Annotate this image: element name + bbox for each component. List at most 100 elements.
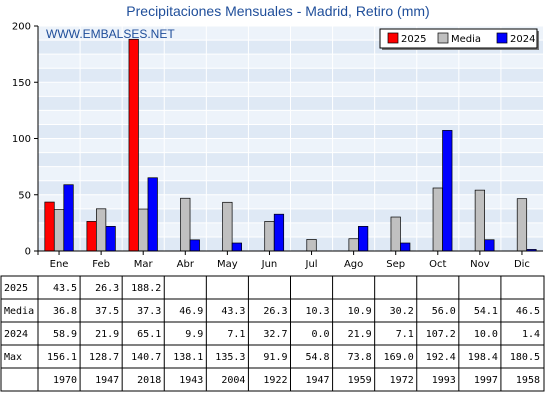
table-cell: 1947 [95, 375, 119, 386]
table-cell: 10.0 [474, 329, 498, 340]
table-cell: 169.0 [384, 352, 414, 363]
bar-2024-may [231, 242, 242, 252]
table-cell: 54.8 [305, 352, 329, 363]
table-cell: 1993 [432, 375, 456, 386]
table-cell: 10.3 [305, 306, 329, 317]
table-cell: 73.8 [348, 352, 372, 363]
bar-media-jul [306, 239, 317, 252]
table-cell: 1972 [390, 375, 414, 386]
legend-swatch-media [437, 32, 449, 44]
legend-label-2025: 2025 [401, 34, 426, 45]
x-tick-label: Sep [386, 259, 405, 270]
table-cell: 2004 [221, 375, 245, 386]
table-cell: 1922 [263, 375, 287, 386]
table-cell: 7.1 [227, 329, 245, 340]
legend-label-2024: 2024 [510, 34, 535, 45]
bar-media-mar [138, 208, 149, 252]
legend: 2025 Media 2024 [379, 28, 539, 50]
bar-media-feb [96, 208, 107, 252]
legend-swatch-2025 [387, 32, 399, 44]
x-tick-label: Dic [514, 259, 530, 270]
table-row-label: 2024 [4, 329, 28, 340]
bar-2024-feb [105, 226, 116, 252]
table-cell: 43.3 [221, 306, 245, 317]
table-cell: 30.2 [390, 306, 414, 317]
table-cell: 1970 [53, 375, 77, 386]
x-tick-label: Oct [429, 259, 446, 270]
table-cell: 26.3 [95, 283, 119, 294]
table-cell: 37.3 [137, 306, 161, 317]
x-tick-label: Jul [305, 259, 318, 270]
table-cell: 138.1 [173, 352, 203, 363]
table-cell: 140.7 [131, 352, 161, 363]
table-cell: 1947 [305, 375, 329, 386]
bar-media-nov [474, 189, 485, 252]
y-axis-ticks: 0 50 100 150 200 [12, 22, 38, 258]
table-cell: 65.1 [137, 329, 161, 340]
table-cell: 198.4 [468, 352, 498, 363]
bar-media-jun [264, 221, 275, 252]
table-cell: 46.5 [516, 306, 540, 317]
table-cell: 91.9 [263, 352, 287, 363]
y-tick-label: 100 [12, 134, 31, 145]
table-cell: 1.4 [522, 329, 540, 340]
legend-label-media: Media [451, 34, 481, 45]
y-tick-label: 50 [18, 190, 31, 201]
bar-2024-oct [442, 130, 453, 252]
table-cell: 21.9 [348, 329, 372, 340]
bar-2025-ene [44, 201, 55, 252]
bar-2024-abr [189, 239, 200, 252]
table-cell: 180.5 [510, 352, 540, 363]
bar-2024-ago [358, 226, 369, 252]
x-axis-ticks: Ene Feb Mar Abr May Jun Jul Ago Sep Oct Nov Dic [50, 251, 530, 270]
table-cell: 37.5 [95, 306, 119, 317]
bar-media-may [222, 201, 233, 252]
table-cell: 107.2 [426, 329, 456, 340]
table-cell: 26.3 [263, 306, 287, 317]
table-border [0, 275, 545, 392]
table-cell: 36.8 [53, 306, 77, 317]
x-tick-label: Ago [344, 259, 363, 270]
table-cell: 192.4 [426, 352, 456, 363]
table-cell: 54.1 [474, 306, 498, 317]
table-cell: 2018 [137, 375, 161, 386]
bar-2024-ene [63, 184, 74, 252]
x-tick-label: May [217, 259, 238, 270]
table-row-label: Max [4, 352, 22, 363]
x-tick-label: Feb [92, 259, 110, 270]
table-cell: 9.9 [185, 329, 203, 340]
x-tick-label: Mar [134, 259, 154, 270]
table-cell: 56.0 [432, 306, 456, 317]
table-cell: 128.7 [89, 352, 119, 363]
table-cell: 0.0 [312, 329, 330, 340]
bar-2024-nov [484, 239, 495, 252]
x-tick-label: Ene [50, 259, 69, 270]
data-table: 2025 43.5 26.3 188.2 Media 36.8 37.5 37.3 46.9 43… [0, 275, 545, 392]
bar-media-dic [516, 198, 528, 252]
bar-media-ago [348, 238, 359, 252]
chart-title: Precipitaciones Mensuales - Madrid, Reti… [126, 3, 429, 19]
table-row-label: 2025 [4, 283, 28, 294]
table-cell: 32.7 [263, 329, 287, 340]
table-cell: 156.1 [47, 352, 77, 363]
x-tick-label: Abr [177, 259, 195, 270]
table-cell: 58.9 [53, 329, 77, 340]
table-cell: 43.5 [53, 283, 77, 294]
table-cell: 135.3 [215, 352, 245, 363]
watermark: WWW.EMBALSES.NET [46, 27, 175, 41]
bar-media-abr [180, 197, 191, 252]
table-cell: 10.9 [348, 306, 372, 317]
x-tick-label: Jun [261, 259, 278, 270]
bar-2025-feb [86, 221, 97, 252]
table-cell: 188.2 [131, 283, 161, 294]
table-cell: 1997 [474, 375, 498, 386]
bar-2024-jun [273, 213, 285, 252]
table-cell: 46.9 [179, 306, 203, 317]
bar-media-sep [390, 216, 401, 252]
y-tick-label: 200 [12, 22, 31, 33]
table-cell: 1943 [179, 375, 203, 386]
bar-2024-mar [147, 177, 158, 252]
table-cell: 7.1 [396, 329, 414, 340]
table-row-label: Media [4, 306, 34, 317]
